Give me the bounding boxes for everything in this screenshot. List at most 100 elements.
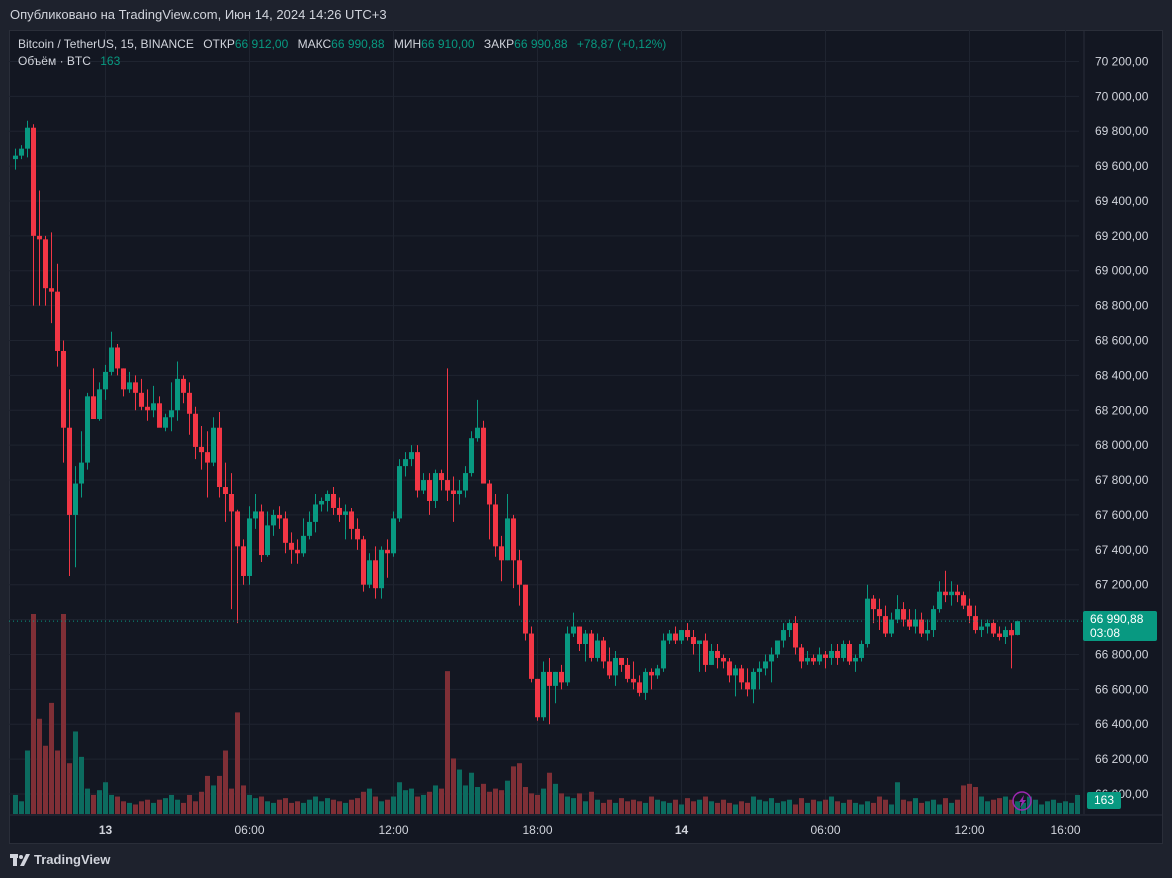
candle-body <box>427 480 432 501</box>
candle-body <box>739 668 744 683</box>
volume-bar <box>115 796 120 814</box>
volume-bar <box>763 801 768 814</box>
candle <box>301 518 306 557</box>
candle <box>955 584 960 603</box>
candle <box>67 389 72 576</box>
time-tick-label: 14 <box>675 823 689 837</box>
volume-bar <box>1045 801 1050 814</box>
price-axis[interactable]: 70 200,00 70 000,00 69 800,00 69 600,00 69 4… <box>1083 30 1149 814</box>
volume-bar <box>205 775 210 814</box>
volume-bar <box>295 801 300 814</box>
volume-bar <box>217 775 222 814</box>
volume-bar <box>679 804 684 814</box>
low-value: 66 910,00 <box>421 37 475 51</box>
candle-body <box>151 403 156 411</box>
high-value: 66 990,88 <box>331 37 385 51</box>
candle <box>217 412 222 498</box>
volume-bar <box>613 802 618 814</box>
candle-body <box>247 518 252 576</box>
candle-body <box>979 626 984 631</box>
candle <box>445 368 450 501</box>
candle <box>367 553 372 589</box>
candle <box>865 584 870 648</box>
time-axis[interactable]: 13 06:00 12:00 18:00 14 06:00 12:00 16:00 <box>9 814 1163 837</box>
volume-bar <box>937 804 942 814</box>
candle-body <box>211 427 216 463</box>
candle <box>943 570 948 603</box>
candle-body <box>91 396 96 419</box>
candle <box>139 378 144 411</box>
snapshot-icon[interactable] <box>1012 791 1032 811</box>
candle <box>571 612 576 638</box>
candle-body <box>991 623 996 634</box>
candle <box>181 375 186 404</box>
candle-body <box>61 350 66 428</box>
candle <box>685 623 690 641</box>
volume-bar <box>625 801 630 814</box>
candle <box>37 190 42 306</box>
candle <box>889 612 894 638</box>
volume-bar <box>877 796 882 814</box>
candle <box>193 406 198 460</box>
volume-bar <box>535 794 540 814</box>
volume-value: 163 <box>100 54 121 68</box>
candle <box>493 494 498 557</box>
volume-bar <box>541 788 546 814</box>
volume-bar <box>229 788 234 814</box>
candle-body <box>841 644 846 658</box>
volume-bar <box>691 801 696 814</box>
symbol-title[interactable]: Bitcoin / TetherUS, 15, BINANCE <box>18 37 194 51</box>
volume-bar <box>271 802 276 814</box>
volume-bar <box>649 796 654 814</box>
candle-body <box>637 682 642 693</box>
volume-bar <box>487 791 492 814</box>
candle-body <box>523 584 528 634</box>
candle-body <box>535 678 540 718</box>
volume-bar <box>655 799 660 814</box>
candle-body <box>913 619 918 627</box>
volume-bar <box>25 750 30 814</box>
price-tick-label: 69 200,00 <box>1095 229 1149 243</box>
price-tick-label: 68 600,00 <box>1095 334 1149 348</box>
volume-bar <box>943 798 948 814</box>
volume-bar <box>457 769 462 814</box>
time-tick-label: 06:00 <box>234 823 264 837</box>
volume-bar <box>907 801 912 814</box>
volume-bar <box>313 796 318 814</box>
candle-body <box>721 657 726 662</box>
candle <box>133 375 138 411</box>
volume-bar <box>31 614 36 814</box>
candle-body <box>457 490 462 494</box>
candle-body <box>487 483 492 505</box>
volume-bar <box>949 802 954 814</box>
candle <box>721 654 726 669</box>
volume-bar <box>397 782 402 814</box>
volume-bar <box>307 799 312 814</box>
volume-bar <box>757 799 762 814</box>
candle <box>745 668 750 697</box>
candle-body <box>109 347 114 372</box>
candle <box>337 497 342 522</box>
candle-body <box>757 668 762 672</box>
chart-canvas[interactable]: 70 200,00 70 000,00 69 800,00 69 600,00 69 4… <box>9 30 1163 844</box>
volume-bar <box>67 763 72 814</box>
candle <box>1015 621 1020 636</box>
candle <box>343 504 348 540</box>
candle <box>427 473 432 515</box>
candle <box>175 361 180 421</box>
candle-body <box>397 466 402 519</box>
candle <box>475 399 480 442</box>
volume-label[interactable]: Объём · BTC <box>18 54 91 68</box>
candle <box>991 619 996 638</box>
volume-bar <box>769 798 774 814</box>
candle <box>289 532 294 564</box>
candle <box>949 581 954 606</box>
candle <box>937 581 942 613</box>
volume-bar <box>1003 796 1008 814</box>
volume-bar <box>955 799 960 814</box>
candle <box>505 494 510 561</box>
volume-bar <box>1015 801 1020 814</box>
candle-body <box>907 619 912 627</box>
candle <box>481 420 486 484</box>
footer-brand[interactable]: TradingView <box>10 852 110 867</box>
